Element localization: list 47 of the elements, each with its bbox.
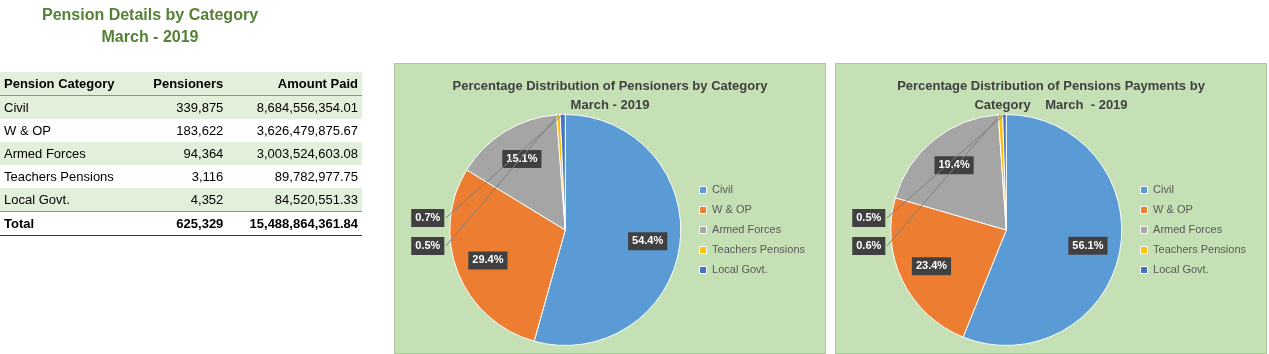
data-label: 29.4% bbox=[472, 253, 504, 266]
data-label: 23.4% bbox=[915, 259, 948, 272]
text: Armed Forces bbox=[0, 142, 138, 165]
data-label: 0.6% bbox=[856, 239, 882, 252]
legend-label: W & OP bbox=[1153, 203, 1193, 216]
text: Pension Category bbox=[0, 72, 138, 96]
chart-subtitle: Category March - 2019 bbox=[974, 97, 1128, 112]
legend-label: Armed Forces bbox=[712, 223, 782, 236]
text: 625,329 bbox=[137, 211, 228, 236]
text: 4,352 bbox=[137, 188, 228, 212]
data-label: 19.4% bbox=[938, 158, 970, 171]
data-label: 0.5% bbox=[856, 211, 882, 224]
text: 339,875 bbox=[137, 95, 228, 119]
text: Teachers Pensions bbox=[3, 168, 115, 186]
legend-label: Armed Forces bbox=[1153, 223, 1223, 236]
data-label: 56.1% bbox=[1072, 238, 1104, 251]
legend-label: W & OP bbox=[712, 203, 752, 216]
text: 3,626,479,875.67 bbox=[255, 122, 359, 140]
legend-label: Civil bbox=[712, 183, 733, 196]
text: 94,364 bbox=[137, 142, 228, 165]
text: 3,003,524,603.08 bbox=[227, 142, 362, 165]
text: 89,782,977.75 bbox=[273, 168, 359, 186]
legend-label: Teachers Pensions bbox=[712, 243, 806, 256]
text: 15,488,864,361.84 bbox=[227, 211, 362, 236]
chart-title: Percentage Distribution of Pensions Payments by bbox=[897, 78, 1205, 93]
text: Civil bbox=[0, 95, 138, 119]
text: 183,622 bbox=[175, 122, 225, 140]
legend-label: Civil bbox=[1153, 183, 1174, 196]
text: 84,520,551.33 bbox=[227, 188, 362, 212]
text: Amount Paid bbox=[227, 72, 362, 96]
text: Pensioners bbox=[137, 72, 228, 96]
text: March - 2019 bbox=[101, 28, 199, 45]
text: Total bbox=[0, 211, 138, 236]
data-label: 15.1% bbox=[506, 152, 538, 165]
text: Local Govt. bbox=[0, 188, 138, 212]
chart-title: Percentage Distribution of Pensioners by Category bbox=[452, 78, 768, 93]
data-label: 54.4% bbox=[632, 234, 664, 247]
legend-label: Local Govt. bbox=[712, 263, 768, 276]
chart-subtitle: March - 2019 bbox=[570, 97, 650, 112]
text: W & OP bbox=[3, 122, 52, 140]
legend-label: Local Govt. bbox=[1153, 263, 1209, 276]
text: 8,684,556,354.01 bbox=[227, 95, 362, 119]
text: 3,116 bbox=[190, 168, 225, 186]
legend-label: Teachers Pensions bbox=[1153, 243, 1247, 256]
data-label: 0.7% bbox=[415, 211, 441, 224]
data-label: 0.5% bbox=[415, 239, 441, 252]
text: Pension Details by Category bbox=[41, 6, 259, 23]
